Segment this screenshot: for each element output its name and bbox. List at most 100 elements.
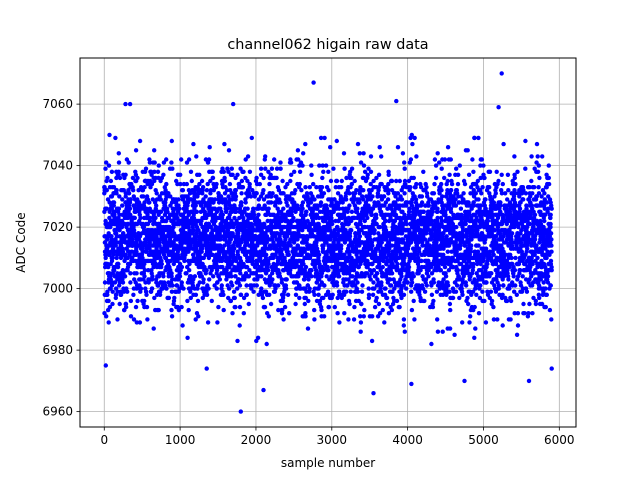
data-point <box>132 215 137 221</box>
data-point <box>386 172 391 177</box>
data-point <box>465 295 470 301</box>
data-point <box>376 172 382 177</box>
data-point <box>166 295 172 301</box>
data-point <box>108 178 114 184</box>
data-point <box>195 298 201 304</box>
data-point <box>424 185 429 190</box>
data-point <box>426 203 431 208</box>
data-point <box>476 197 481 202</box>
data-point <box>297 181 302 187</box>
data-point <box>262 304 268 310</box>
data-point <box>164 181 169 187</box>
data-point <box>461 191 466 196</box>
data-point <box>106 163 112 168</box>
data-point <box>400 151 406 156</box>
data-point <box>438 268 443 273</box>
data-point <box>259 286 264 291</box>
data-point <box>269 200 274 205</box>
data-point <box>270 277 275 282</box>
data-point <box>123 304 129 310</box>
data-point <box>187 268 192 273</box>
data-point <box>184 160 190 165</box>
data-point <box>134 271 139 276</box>
data-point <box>254 175 259 181</box>
data-point <box>251 212 257 217</box>
data-point <box>347 301 352 307</box>
data-point <box>235 286 240 291</box>
data-point <box>188 295 193 301</box>
data-point <box>381 194 387 199</box>
data-point <box>143 166 149 171</box>
data-point <box>296 206 301 211</box>
data-point <box>268 301 274 307</box>
data-point <box>318 200 324 205</box>
data-point <box>116 151 122 156</box>
data-point <box>457 295 462 301</box>
data-point <box>334 178 340 184</box>
data-point <box>291 240 297 245</box>
data-point <box>311 181 316 187</box>
data-point <box>159 261 164 267</box>
data-point <box>348 289 353 294</box>
data-point <box>433 175 439 181</box>
data-point <box>279 280 284 285</box>
data-point <box>287 311 292 316</box>
data-point <box>228 298 234 304</box>
data-point <box>127 206 133 211</box>
data-point <box>472 135 477 141</box>
data-point <box>201 277 206 282</box>
data-point <box>295 148 301 153</box>
data-point <box>349 228 354 233</box>
data-point <box>466 301 471 307</box>
data-point <box>110 289 115 294</box>
data-point <box>462 181 468 187</box>
data-point <box>279 277 285 282</box>
data-point <box>304 209 309 214</box>
data-point <box>322 283 327 288</box>
data-point <box>125 289 130 294</box>
data-point <box>111 200 117 205</box>
data-point <box>323 163 329 168</box>
data-point <box>169 160 174 165</box>
data-point <box>169 271 174 276</box>
data-point <box>326 188 331 193</box>
data-point <box>389 283 394 288</box>
data-point <box>221 307 226 313</box>
data-point <box>232 215 237 221</box>
data-point <box>365 172 370 177</box>
data-point <box>284 277 289 282</box>
data-point <box>244 264 250 270</box>
data-point <box>204 268 209 273</box>
data-point <box>107 304 113 310</box>
data-point <box>243 157 248 162</box>
data-point <box>202 264 207 270</box>
data-point <box>402 329 407 334</box>
data-point <box>199 178 205 184</box>
data-point <box>236 231 241 236</box>
data-point <box>187 191 193 196</box>
data-point <box>414 154 419 159</box>
data-point <box>445 145 451 150</box>
data-point <box>114 188 119 193</box>
data-point <box>189 178 194 184</box>
data-point <box>303 295 308 301</box>
data-point <box>156 175 161 181</box>
data-point <box>377 145 382 150</box>
data-point <box>184 271 189 276</box>
data-point <box>352 304 357 310</box>
data-point <box>455 268 460 273</box>
data-point <box>235 172 240 177</box>
data-point <box>120 197 125 202</box>
data-point <box>385 301 390 307</box>
data-point <box>432 157 438 162</box>
data-point <box>453 289 459 294</box>
data-point <box>226 169 231 174</box>
data-point <box>266 169 271 174</box>
data-point <box>192 274 198 279</box>
data-point <box>255 335 261 340</box>
data-point <box>399 274 404 279</box>
data-point <box>241 295 247 301</box>
data-point <box>431 298 436 304</box>
data-point <box>285 181 290 187</box>
data-point <box>150 197 155 202</box>
